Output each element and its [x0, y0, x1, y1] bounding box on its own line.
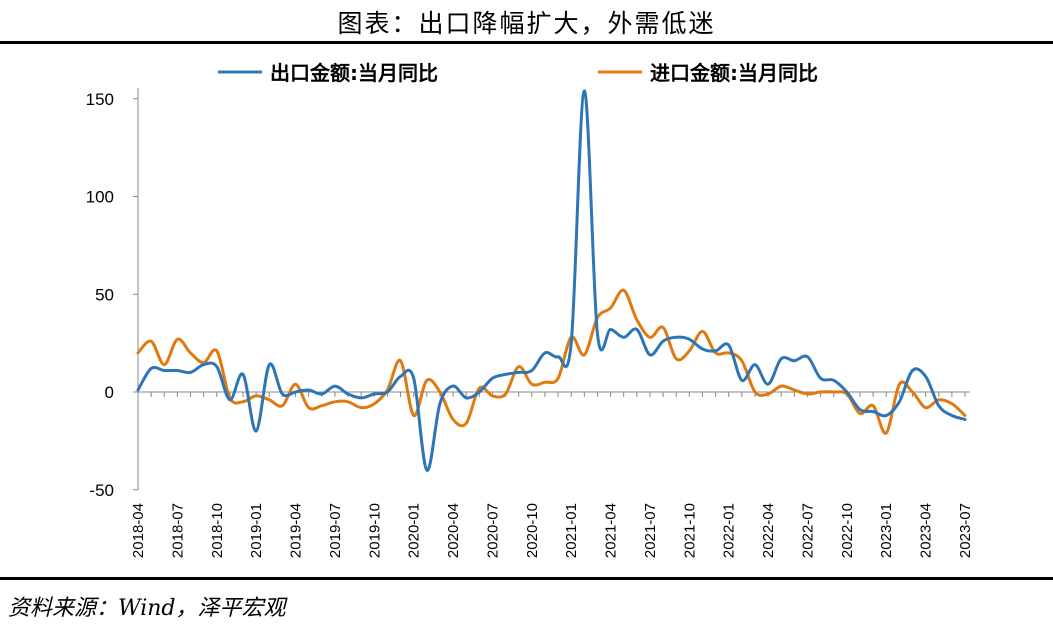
x-tick-label: 2019-01: [248, 503, 265, 558]
chart-title: 图表：出口降幅扩大，外需低迷: [337, 9, 716, 38]
y-tick-label: -50: [89, 481, 114, 500]
x-tick-label: 2021-07: [642, 503, 659, 558]
bottom-rule: [0, 577, 1053, 580]
x-tick-label: 2018-10: [209, 503, 226, 558]
series-lines: [136, 89, 967, 472]
import-series-line: [136, 288, 967, 435]
x-tick-label: 2022-01: [721, 503, 738, 558]
x-tick-label: 2021-04: [603, 503, 620, 558]
x-tick-label: 2019-10: [366, 503, 383, 558]
y-tick-label: 0: [105, 383, 114, 402]
x-tick-label: 2021-10: [681, 503, 698, 558]
x-tick-label: 2019-04: [288, 503, 305, 558]
y-tick-labels: 150 100 50 0 -50: [86, 90, 114, 500]
x-tick-label: 2018-07: [169, 503, 186, 558]
x-tick-label: 2023-07: [957, 503, 974, 558]
x-tick-label: 2019-07: [327, 503, 344, 558]
x-tick-labels: 2018-04 2018-07 2018-10 2019-01 2019-04 2019-…: [130, 503, 974, 558]
x-tick-label: 2020-07: [484, 503, 501, 558]
export-series-line: [136, 89, 967, 472]
x-tick-label: 2020-10: [524, 503, 541, 558]
line-chart: 150 100 50 0 -50 2018-04 2018-07 2018-10 2019-0…: [86, 61, 974, 558]
y-tick-label: 150: [86, 90, 114, 109]
x-tick-label: 2023-04: [918, 503, 935, 558]
top-rule: [0, 41, 1053, 44]
x-tick-label: 2023-01: [878, 503, 895, 558]
x-tick-label: 2021-01: [563, 503, 580, 558]
source-note: 资料来源：Wind，泽平宏观: [8, 596, 286, 621]
x-tick-label: 2020-01: [406, 503, 423, 558]
x-tick-label: 2018-04: [130, 503, 147, 558]
legend-label-export: 出口金额:当月同比: [270, 61, 438, 85]
legend-label-import: 进口金额:当月同比: [650, 61, 818, 85]
x-tick-label: 2022-10: [839, 503, 856, 558]
x-tick-label: 2022-07: [799, 503, 816, 558]
y-tick-label: 100: [86, 188, 114, 207]
x-tick-label: 2022-04: [760, 503, 777, 558]
x-tick-label: 2020-04: [445, 503, 462, 558]
legend: 出口金额:当月同比 进口金额:当月同比: [218, 61, 818, 85]
y-tick-label: 50: [95, 285, 114, 304]
